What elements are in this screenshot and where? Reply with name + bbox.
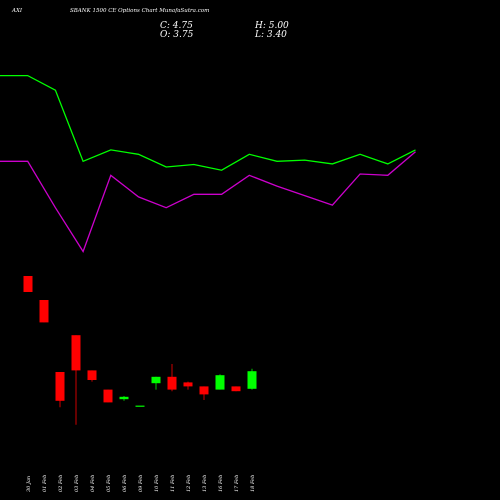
- candle-body: [39, 300, 49, 323]
- low-readout: L: 3.40: [254, 30, 287, 40]
- x-tick-label: 05 Feb: [106, 475, 112, 492]
- candle-body: [231, 386, 241, 392]
- x-tick-label: 09 Feb: [138, 475, 144, 492]
- high-readout: H: 5.00: [254, 21, 289, 31]
- close-readout: C: 4.75: [160, 21, 193, 31]
- candles-group: [23, 276, 257, 425]
- x-tick-label: 16 Feb: [218, 475, 224, 492]
- x-tick-label: 18 Feb: [250, 475, 256, 492]
- x-tick-label: 06 Feb: [122, 475, 128, 492]
- x-tick-label: 10 Feb: [154, 475, 160, 492]
- upper-indicator-line: [0, 74, 416, 171]
- candle-body: [23, 276, 33, 292]
- candle-body: [55, 372, 65, 401]
- candle-body: [199, 386, 209, 395]
- candle-body: [135, 405, 145, 407]
- open-readout: O: 3.75: [160, 30, 194, 40]
- candle-body: [103, 389, 113, 403]
- candle-body: [247, 371, 257, 389]
- candle-body: [183, 382, 193, 387]
- x-tick-label: 03 Feb: [74, 475, 80, 492]
- candle-body: [71, 335, 81, 371]
- x-tick-label: 30 Jan: [26, 476, 32, 492]
- candle-body: [215, 375, 225, 390]
- candle-body: [167, 376, 177, 390]
- x-tick-label: 11 Feb: [170, 475, 176, 492]
- x-tick-label: 04 Feb: [90, 475, 96, 492]
- symbol-label: AXI: [11, 8, 23, 14]
- lower-indicator-line: [0, 151, 416, 253]
- x-tick-label: 12 Feb: [186, 475, 192, 492]
- x-tick-label: 01 Feb: [42, 475, 48, 492]
- x-tick-label: 02 Feb: [58, 475, 64, 492]
- x-axis-labels: 30 Jan 01 Feb 02 Feb 03 Feb 04 Feb 05 Feb 06 F…: [26, 475, 256, 492]
- chart-title: SBANK 1500 CE Options Chart MunafaSutra.…: [70, 8, 209, 14]
- x-tick-label: 13 Feb: [202, 475, 208, 492]
- candle-body: [87, 370, 97, 380]
- candle-body: [151, 376, 161, 384]
- candle-body: [119, 396, 129, 400]
- x-tick-label: 17 Feb: [234, 475, 240, 492]
